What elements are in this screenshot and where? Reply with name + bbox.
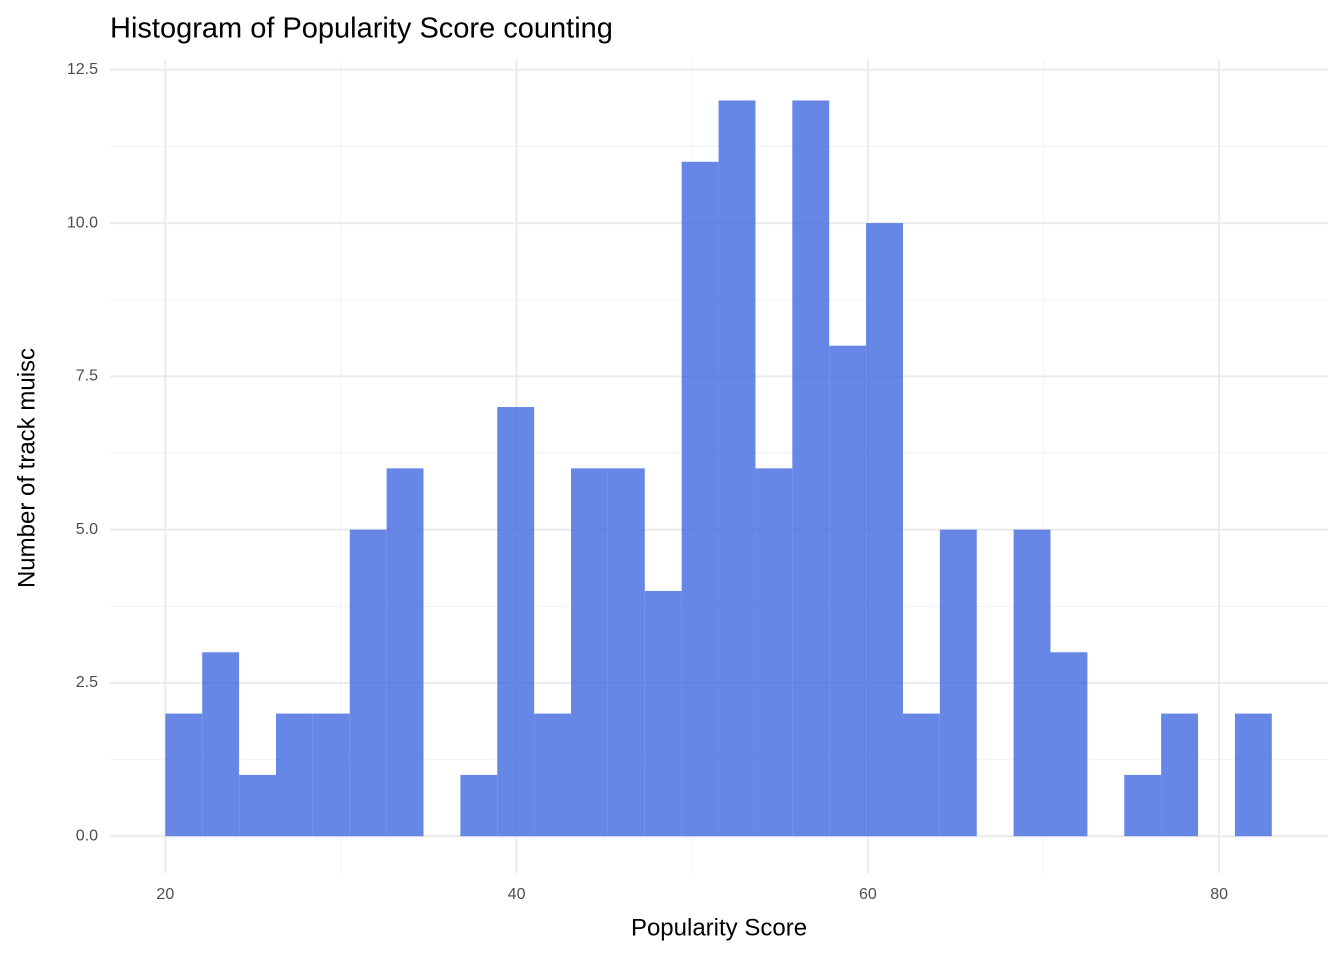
x-axis-title: Popularity Score — [631, 914, 807, 941]
bar — [1050, 652, 1088, 837]
x-tick-label: 80 — [1210, 886, 1228, 903]
chart-title: Histogram of Popularity Score counting — [110, 13, 613, 45]
bar — [607, 468, 645, 837]
bar — [939, 529, 977, 837]
bar — [386, 468, 424, 837]
bar — [460, 774, 498, 837]
bar — [349, 529, 387, 837]
bar — [1234, 713, 1272, 837]
bar — [534, 713, 572, 837]
y-tick-label: 7.5 — [76, 368, 98, 385]
bar — [1161, 713, 1199, 837]
bar — [165, 713, 203, 837]
bar — [312, 713, 350, 837]
bar — [202, 652, 240, 837]
y-tick-label: 10.0 — [67, 214, 98, 231]
bar — [902, 713, 940, 837]
bar — [792, 100, 830, 837]
bar — [1013, 529, 1051, 837]
bar — [829, 345, 867, 837]
bar — [239, 774, 276, 837]
bar — [275, 713, 313, 837]
y-tick-label: 2.5 — [76, 674, 98, 691]
x-tick-label: 60 — [859, 886, 877, 903]
bar — [681, 161, 719, 837]
bar — [1124, 774, 1162, 837]
y-tick-label: 12.5 — [67, 61, 98, 78]
bar — [644, 590, 682, 837]
bar — [718, 100, 756, 837]
y-tick-label: 5.0 — [76, 521, 98, 538]
y-axis-title: Number of track muisc — [13, 348, 40, 588]
bar — [571, 468, 608, 837]
x-tick-label: 20 — [156, 886, 174, 903]
bar — [755, 468, 793, 837]
x-tick-label: 40 — [508, 886, 526, 903]
bar — [497, 407, 535, 837]
y-tick-label: 0.0 — [76, 827, 98, 844]
bar — [866, 223, 903, 837]
